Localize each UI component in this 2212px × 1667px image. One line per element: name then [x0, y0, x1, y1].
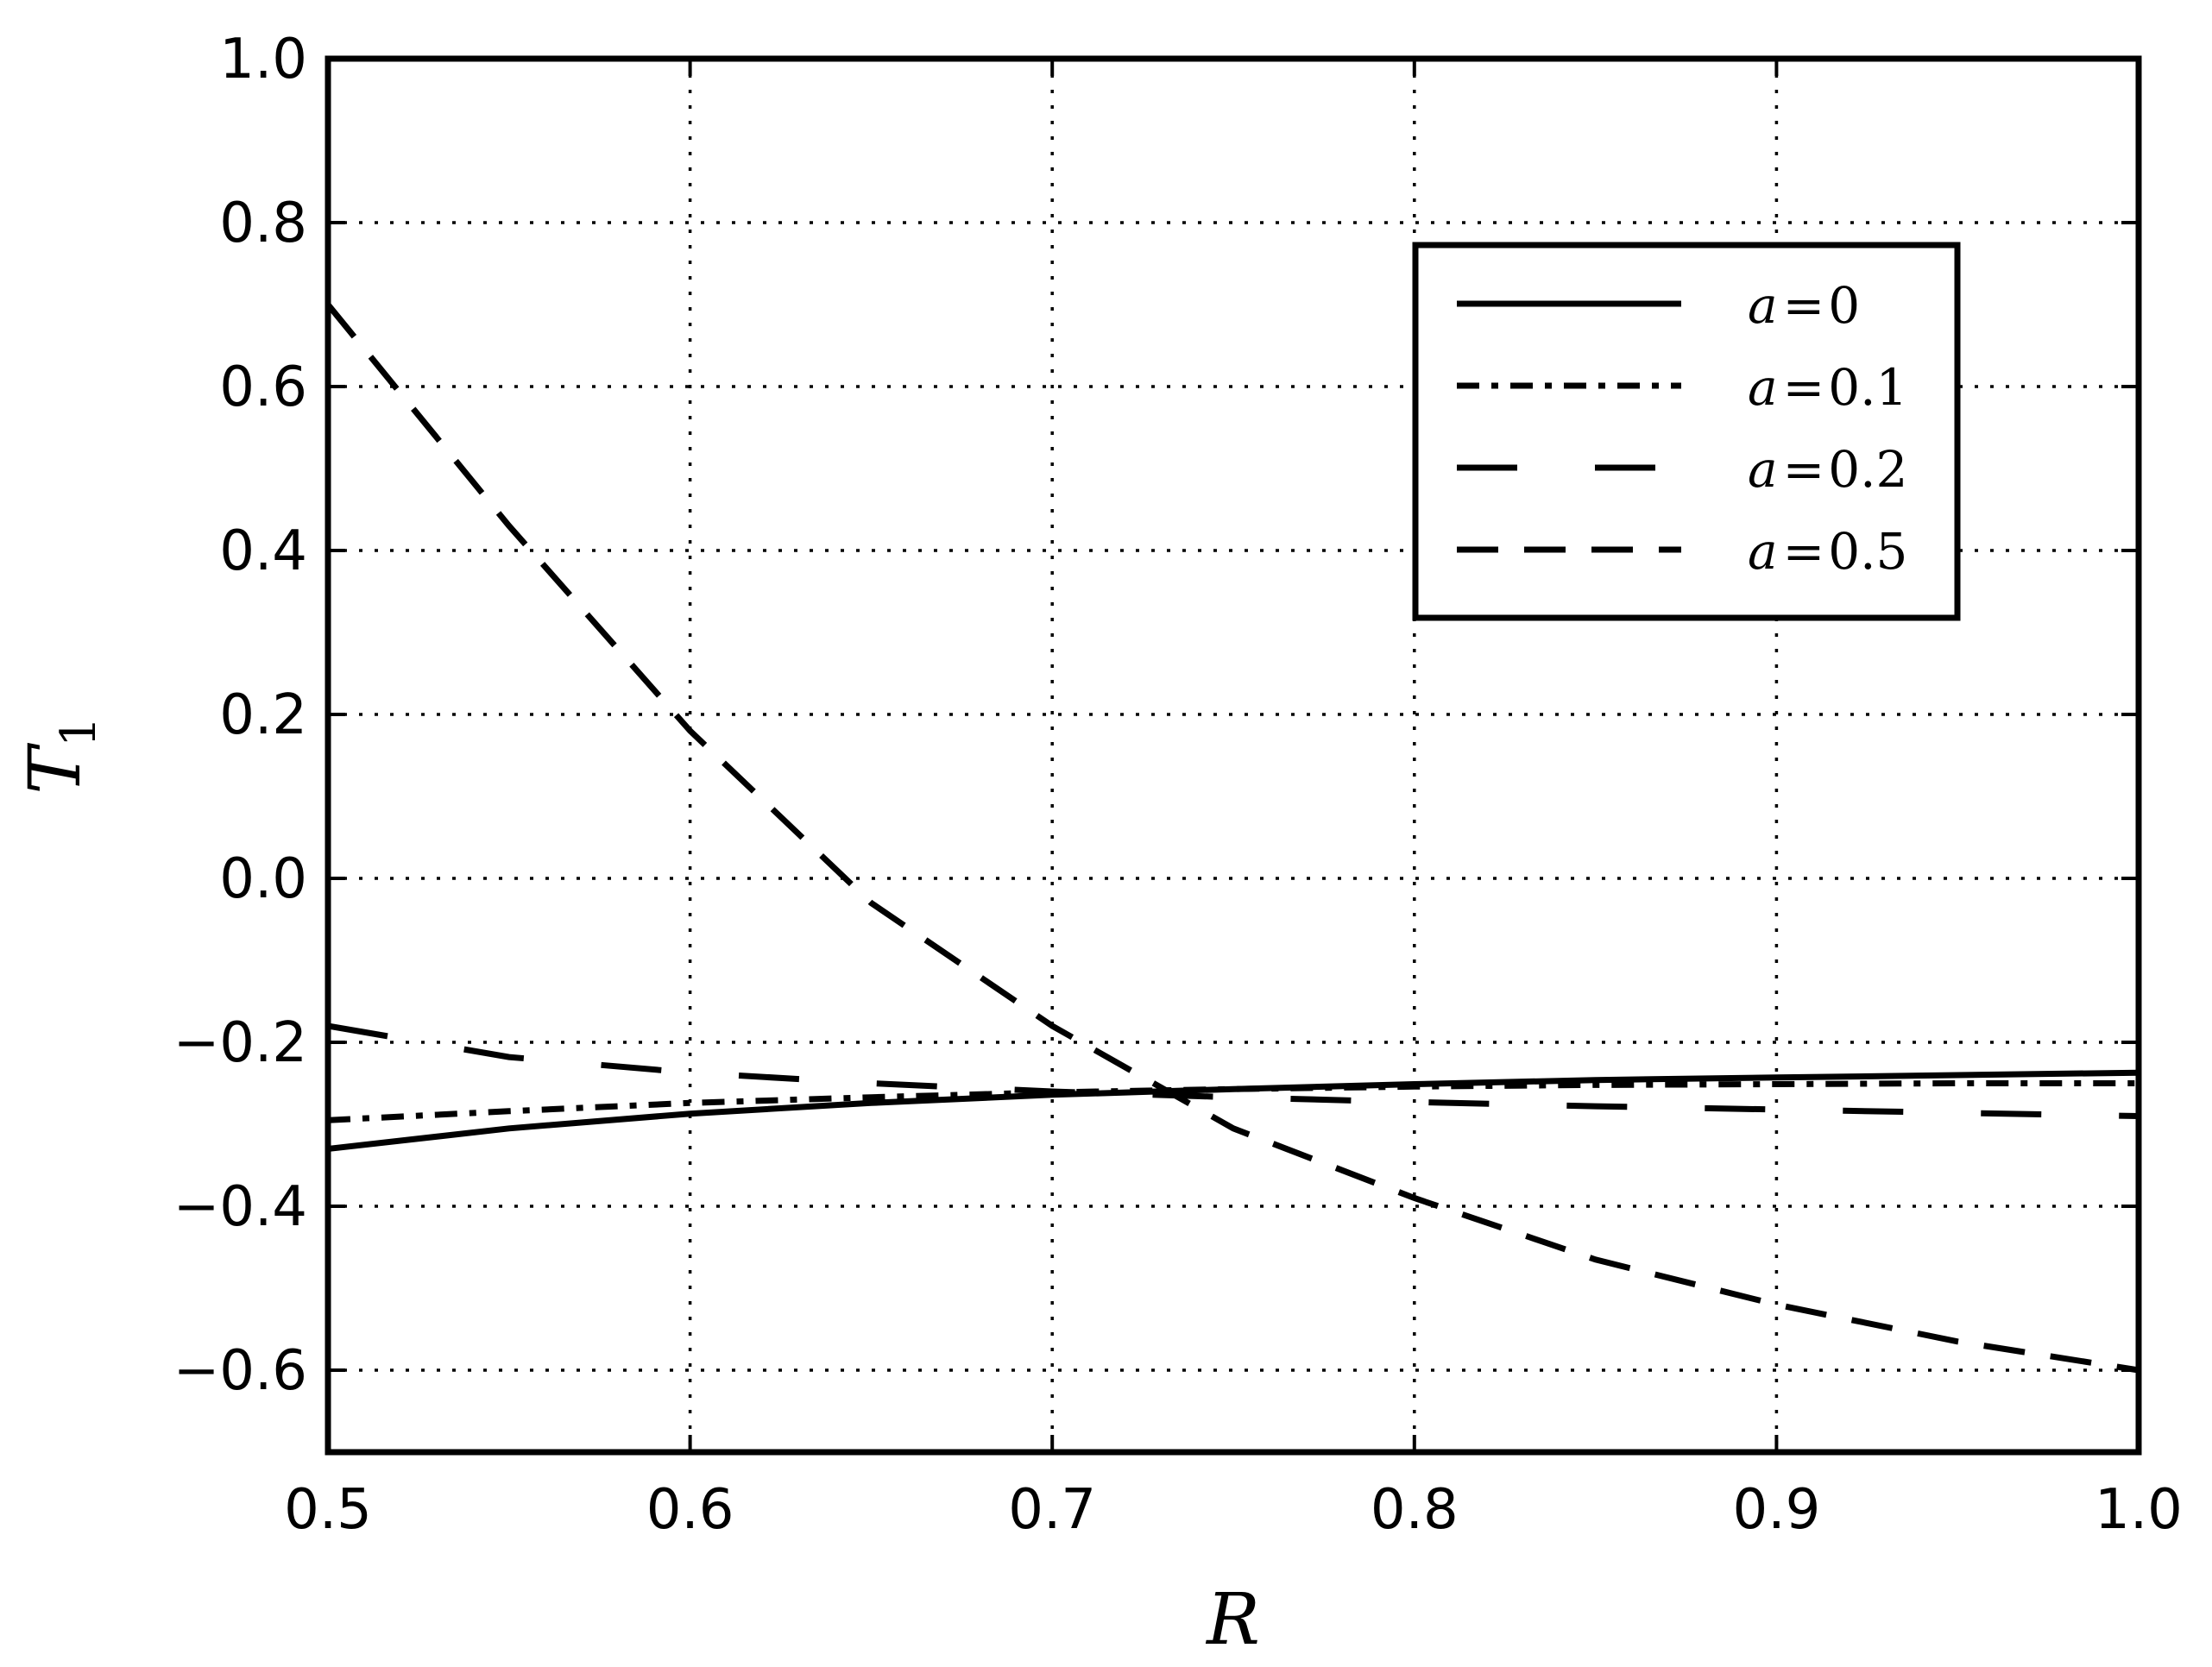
series-line-0: [327, 1069, 2140, 1152]
legend-box: [1412, 242, 1961, 621]
legend: a =0a =0.1a =0.2a =0.5: [1412, 242, 1961, 621]
plot-frame: [325, 55, 2142, 1456]
series-line-0.2: [327, 1022, 2140, 1119]
legend-label-eq: =: [1783, 440, 1825, 499]
x-tick-label: 0.8: [1371, 1478, 1459, 1542]
y-tick-label: −0.2: [173, 1011, 307, 1075]
y-tick-label: −0.6: [173, 1339, 307, 1403]
legend-label-var: a: [1748, 276, 1778, 335]
legend-label: a =0.1: [1748, 358, 1907, 417]
y-tick-label: 0.8: [219, 192, 307, 255]
series-line-0.5: [325, 302, 2140, 1374]
y-tick-label: 1.0: [219, 28, 307, 91]
legend-label-var: a: [1748, 358, 1778, 417]
y-tick-label: 0.0: [219, 847, 307, 911]
x-tick-label: 0.5: [284, 1478, 372, 1542]
legend-label: a =0.2: [1748, 440, 1907, 499]
legend-label-eq: =: [1783, 358, 1825, 417]
x-axis-label: R: [1205, 1579, 1260, 1661]
y-tick-label: −0.4: [173, 1175, 307, 1239]
legend-label-eq: =: [1783, 522, 1825, 581]
y-axis-label: T1: [15, 716, 107, 794]
series-lines: [325, 302, 2140, 1374]
legend-label-eq: =: [1783, 276, 1825, 335]
x-tick-label: 0.6: [646, 1478, 734, 1542]
legend-label-var: a: [1748, 440, 1778, 499]
legend-label-var: a: [1748, 522, 1778, 581]
x-tick-label: 0.7: [1008, 1478, 1096, 1542]
x-tick-label: 1.0: [2095, 1478, 2183, 1542]
legend-label-value: 0.2: [1828, 440, 1907, 499]
x-tick-label: 0.9: [1733, 1478, 1821, 1542]
legend-label-value: 0: [1828, 276, 1860, 335]
series-line-0.1: [327, 1080, 2139, 1123]
y-axis-label-main: T: [15, 743, 97, 795]
y-tick-label: 0.2: [219, 683, 307, 747]
y-tick-label: 0.6: [219, 355, 307, 419]
tick-labels: 0.5 0.6 0.7 0.8 0.9 1.0 −0.6 −0.4 −0.2 0.0 0.2 0.4 0…: [173, 28, 2183, 1542]
axis-ticks: [326, 57, 2140, 1452]
legend-label-value: 0.5: [1828, 522, 1907, 581]
legend-label: a =0.5: [1748, 522, 1907, 581]
legend-label-value: 0.1: [1828, 358, 1907, 417]
legend-label: a =0: [1748, 276, 1860, 335]
y-axis-label-subscript: 1: [51, 716, 107, 747]
y-tick-label: 0.4: [219, 519, 307, 583]
